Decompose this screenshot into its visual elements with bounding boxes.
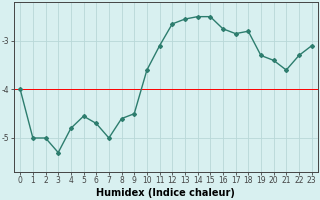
X-axis label: Humidex (Indice chaleur): Humidex (Indice chaleur) [96, 188, 235, 198]
